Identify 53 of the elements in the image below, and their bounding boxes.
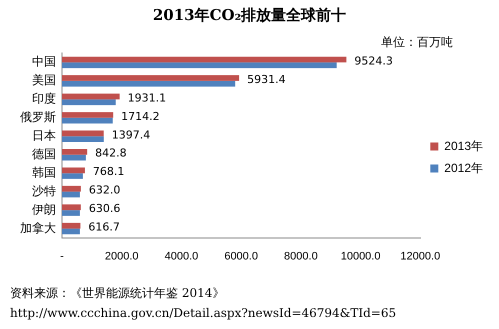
x-tick-label: 2000.0	[104, 250, 139, 262]
y-tick-label: 德国	[32, 147, 56, 162]
x-tick-label: 4000.0	[164, 250, 198, 262]
y-tick-label: 美国	[32, 73, 56, 88]
legend-label: 2012年	[444, 160, 484, 175]
bar	[62, 99, 116, 106]
bar	[62, 154, 86, 160]
data-label: 630.6	[88, 202, 120, 216]
bar	[62, 62, 337, 68]
data-label: 1931.1	[128, 91, 166, 104]
data-label: 5931.4	[247, 72, 286, 86]
y-tick-label: 伊朗	[32, 202, 56, 216]
data-label: 842.8	[95, 146, 127, 160]
x-tick-label: 8000.0	[284, 250, 318, 262]
y-tick-label: 韩国	[32, 166, 56, 180]
bar	[62, 228, 80, 234]
bar	[62, 167, 85, 174]
y-tick-label: 印度	[32, 92, 56, 106]
y-tick-label: 沙特	[32, 184, 56, 198]
bar	[62, 149, 88, 155]
y-tick-label: 俄罗斯	[20, 110, 56, 124]
y-tick-label: 加拿大	[20, 220, 56, 235]
x-tick-label: 10000.0	[340, 250, 380, 262]
data-label: 9524.3	[354, 54, 393, 68]
data-label: 1714.2	[121, 110, 160, 123]
x-tick-label: 6000.0	[224, 250, 258, 262]
legend-label: 2013年	[444, 138, 484, 153]
chart-title: 2013年CO₂排放量全球前十	[152, 6, 348, 25]
bar	[62, 136, 104, 142]
bar	[62, 75, 240, 81]
x-tick-label: -	[60, 250, 64, 262]
text: 单位：百万吨	[381, 34, 453, 51]
bar	[62, 186, 81, 192]
bar	[62, 56, 346, 62]
bar	[62, 94, 120, 100]
data-label: 632.0	[88, 184, 120, 197]
y-tick-label: 中国	[32, 54, 56, 69]
data-label: 616.7	[88, 220, 120, 234]
bar	[62, 204, 81, 210]
text: 资料来源：《世界能源统计年鉴 2014》	[10, 286, 224, 300]
bar	[62, 130, 104, 136]
bar	[62, 112, 114, 118]
y-tick-label: 日本	[32, 128, 56, 143]
bar	[62, 118, 113, 124]
data-label: 768.1	[92, 165, 124, 178]
bar	[62, 192, 80, 198]
bar	[62, 222, 80, 229]
bar	[62, 210, 80, 216]
bar	[62, 173, 83, 179]
data-label: 1397.4	[112, 128, 150, 142]
bar	[62, 80, 236, 87]
x-tick-label: 12000.0	[400, 250, 440, 262]
text: http://www.ccchina.gov.cn/Detail.aspx?newsId=46794&TId=65	[10, 306, 396, 320]
